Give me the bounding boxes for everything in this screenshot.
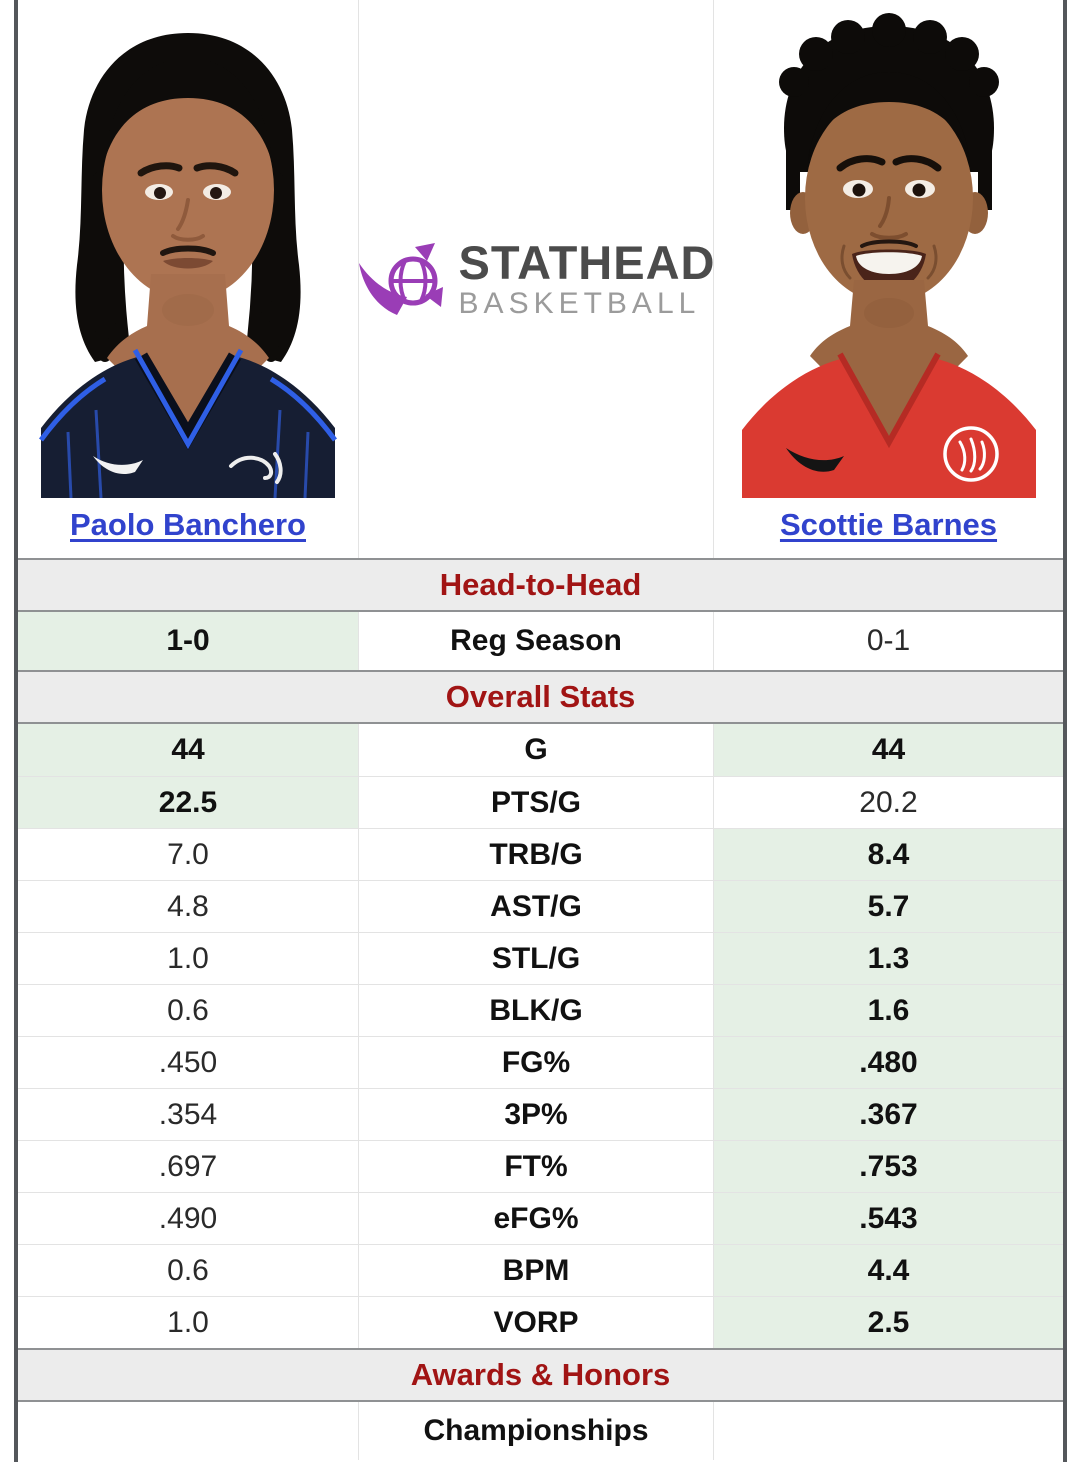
- stat-value-right: .753: [713, 1141, 1063, 1192]
- stat-value-right: 8.4: [713, 829, 1063, 880]
- head-to-head-rows: 1-0 Reg Season 0-1: [18, 612, 1063, 670]
- stat-value-right: .367: [713, 1089, 1063, 1140]
- player-left-link[interactable]: Paolo Banchero: [70, 507, 306, 542]
- player-left-photo: [23, 8, 353, 498]
- stat-value-left: 1-0: [18, 612, 358, 670]
- player-left-portrait-image: [23, 8, 353, 498]
- stat-value-right: 1.6: [713, 985, 1063, 1036]
- stat-label: eFG%: [358, 1193, 713, 1244]
- stat-label: VORP: [358, 1297, 713, 1348]
- stat-value-right: 5.7: [713, 881, 1063, 932]
- comparison-table: Paolo Banchero STATHEAD BASKETBALL: [14, 0, 1067, 1462]
- stat-row: 22.5 PTS/G 20.2: [18, 776, 1063, 828]
- stat-label: STL/G: [358, 933, 713, 984]
- section-header-overall-stats: Overall Stats: [18, 670, 1063, 724]
- stat-row: .697 FT% .753: [18, 1140, 1063, 1192]
- stat-value-left: 1.0: [167, 1305, 209, 1339]
- stat-label: TRB/G: [358, 829, 713, 880]
- section-title: Head-to-Head: [439, 567, 642, 602]
- players-header-row: Paolo Banchero STATHEAD BASKETBALL: [18, 0, 1063, 558]
- stat-value-left: 44: [18, 724, 358, 776]
- stat-label: FT%: [358, 1141, 713, 1192]
- section-header-head-to-head: Head-to-Head: [18, 558, 1063, 612]
- stat-value-left: 22.5: [18, 777, 358, 828]
- stat-label: G: [358, 724, 713, 776]
- stat-row: .490 eFG% .543: [18, 1192, 1063, 1244]
- stat-value-right: 2.5: [713, 1297, 1063, 1348]
- stat-value-left: .490: [158, 1201, 218, 1235]
- stat-row: 7.0 TRB/G 8.4: [18, 828, 1063, 880]
- stat-value-right: 44: [713, 724, 1063, 776]
- logo-title: STATHEAD: [458, 235, 716, 289]
- stat-value-right: [713, 1402, 1063, 1460]
- stat-value-right: 4.4: [713, 1245, 1063, 1296]
- stat-row: .450 FG% .480: [18, 1036, 1063, 1088]
- stat-label: Reg Season: [358, 612, 713, 670]
- stat-label: PTS/G: [358, 777, 713, 828]
- stat-row: Championships: [18, 1402, 1063, 1460]
- stat-value-left: 0.6: [167, 1253, 209, 1287]
- stathead-logo-text: STATHEAD BASKETBALL: [459, 239, 716, 320]
- stat-value-left: 4.8: [167, 889, 209, 923]
- player-right-portrait-image: [723, 8, 1054, 498]
- section-header-awards: Awards & Honors: [18, 1348, 1063, 1402]
- player-right-photo: [723, 8, 1054, 498]
- stat-row: 44 G 44: [18, 724, 1063, 776]
- stat-row: 0.6 BLK/G 1.6: [18, 984, 1063, 1036]
- section-title: Awards & Honors: [410, 1357, 671, 1392]
- stat-value-left: [18, 1402, 358, 1460]
- player-left-cell: Paolo Banchero: [18, 0, 358, 558]
- stat-value-left: .450: [158, 1045, 218, 1079]
- stat-row: 1.0 VORP 2.5: [18, 1296, 1063, 1348]
- stat-value-right: 20.2: [713, 777, 1063, 828]
- player-right-cell: Scottie Barnes: [713, 0, 1063, 558]
- stat-value-left: .354: [158, 1097, 218, 1131]
- stat-value-right: .480: [713, 1037, 1063, 1088]
- stathead-logo: STATHEAD BASKETBALL: [357, 0, 716, 558]
- stat-label: BLK/G: [358, 985, 713, 1036]
- stat-row: 4.8 AST/G 5.7: [18, 880, 1063, 932]
- stat-label: 3P%: [358, 1089, 713, 1140]
- player-right-link[interactable]: Scottie Barnes: [779, 507, 998, 542]
- section-title: Overall Stats: [445, 679, 636, 714]
- stathead-basketball-icon: [357, 235, 449, 323]
- stat-value-left: 0.6: [167, 993, 209, 1027]
- stat-row: 1.0 STL/G 1.3: [18, 932, 1063, 984]
- stat-value-left: 7.0: [167, 837, 209, 871]
- stat-value-left: 1.0: [167, 941, 209, 975]
- logo-subtitle: BASKETBALL: [458, 286, 701, 320]
- overall-stats-rows: 44 G 44 22.5 PTS/G 20.2 7.0 TRB/G 8.4 4.…: [18, 724, 1063, 1348]
- stat-row: .354 3P% .367: [18, 1088, 1063, 1140]
- stat-value-right: 1.3: [713, 933, 1063, 984]
- stat-value-left: .697: [158, 1149, 218, 1183]
- stat-label: AST/G: [358, 881, 713, 932]
- awards-rows: Championships: [18, 1402, 1063, 1460]
- stat-row: 1-0 Reg Season 0-1: [18, 612, 1063, 670]
- stat-row: 0.6 BPM 4.4: [18, 1244, 1063, 1296]
- stat-label: FG%: [358, 1037, 713, 1088]
- stat-value-right: 0-1: [713, 612, 1063, 670]
- stat-label: Championships: [358, 1402, 713, 1460]
- stat-label: BPM: [358, 1245, 713, 1296]
- stat-value-right: .543: [713, 1193, 1063, 1244]
